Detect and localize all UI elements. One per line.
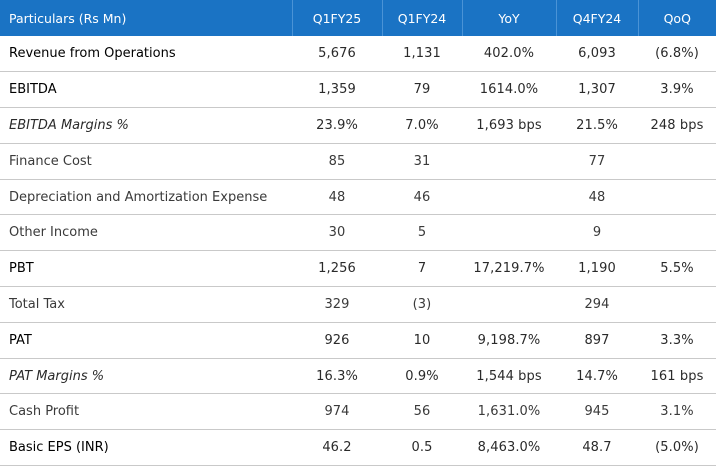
cell-qoq: 3.3%: [660, 332, 694, 348]
cell-yoy: 1,693 bps: [476, 117, 542, 133]
column-header-particulars: Particulars (Rs Mn): [0, 0, 293, 36]
row-label: Depreciation and Amortization Expense: [9, 189, 268, 205]
row-label: EBITDA: [9, 82, 57, 98]
table-row: Cash Profit 974 56 1,631.0% 945 3.1%: [0, 394, 716, 430]
cell-q1fy24: 7.0%: [405, 117, 439, 133]
cell-q4fy24: 945: [584, 404, 610, 420]
cell-q1fy25: 23.9%: [316, 117, 358, 133]
cell-qoq: 3.9%: [660, 82, 694, 98]
cell-q1fy25: 48: [328, 189, 346, 205]
cell-q4fy24: 9: [592, 225, 602, 241]
column-header-q4fy24: Q4FY24: [556, 0, 639, 36]
cell-qoq: [638, 215, 716, 251]
cell-q4fy24: 294: [584, 296, 610, 312]
cell-q1fy25: 30: [328, 225, 346, 241]
column-header-qoq: QoQ: [663, 10, 691, 26]
cell-yoy: 8,463.0%: [477, 440, 541, 456]
cell-q1fy25: 1,256: [318, 261, 356, 277]
row-label: EBITDA Margins %: [9, 117, 129, 133]
cell-yoy: [462, 287, 556, 323]
cell-qoq: [638, 143, 716, 179]
cell-q1fy24: 5: [417, 225, 427, 241]
table-row: PAT 926 10 9,198.7% 897 3.3%: [0, 322, 716, 359]
cell-yoy: 1,631.0%: [477, 404, 541, 420]
cell-q1fy24: 1,131: [403, 46, 441, 62]
cell-q1fy24: 56: [413, 404, 431, 420]
cell-yoy: 1,544 bps: [476, 368, 542, 384]
table-row: PBT 1,256 7 17,219.7% 1,190 5.5%: [0, 251, 716, 287]
cell-qoq: 161 bps: [650, 368, 704, 384]
cell-q1fy24: 79: [413, 82, 431, 98]
cell-qoq: 248 bps: [650, 117, 704, 133]
table-row: Finance Cost 85 31 77: [0, 143, 716, 180]
cell-q1fy24: 0.9%: [405, 368, 439, 384]
cell-q1fy24: 31: [413, 153, 431, 169]
row-label: PAT: [9, 332, 32, 348]
column-header-q1fy24: Q1FY24: [382, 0, 463, 36]
cell-qoq: [638, 179, 716, 215]
table-row: EBITDA 1,359 79 1614.0% 1,307 3.9%: [0, 72, 716, 108]
cell-yoy: 402.0%: [483, 46, 535, 62]
cell-qoq: 5.5%: [660, 261, 694, 277]
table-header-row: Particulars (Rs Mn) Q1FY25 Q1FY24 YoY Q4…: [0, 0, 716, 36]
cell-q4fy24: 77: [588, 153, 606, 169]
cell-q4fy24: 48.7: [582, 440, 612, 456]
cell-q1fy25: 5,676: [318, 46, 356, 62]
row-label: Revenue from Operations: [9, 46, 176, 62]
table-row: Basic EPS (INR) 46.2 0.5 8,463.0% 48.7 (…: [0, 430, 716, 466]
table-row: Depreciation and Amortization Expense 48…: [0, 179, 716, 215]
cell-q1fy25: 329: [324, 296, 350, 312]
cell-q1fy24: 10: [413, 332, 431, 348]
row-label: Total Tax: [9, 296, 65, 312]
cell-q1fy25: 85: [328, 153, 346, 169]
cell-qoq: (5.0%): [655, 440, 699, 456]
cell-yoy: 17,219.7%: [473, 261, 545, 277]
cell-q1fy24: 7: [417, 261, 427, 277]
table-row: Revenue from Operations 5,676 1,131 402.…: [0, 36, 716, 72]
cell-qoq: 3.1%: [660, 404, 694, 420]
row-label: Finance Cost: [9, 153, 92, 169]
table-row: Total Tax 329 (3) 294: [0, 287, 716, 323]
cell-q1fy24: (3): [412, 296, 432, 312]
cell-q4fy24: 1,307: [578, 82, 616, 98]
table-body: Revenue from Operations 5,676 1,131 402.…: [0, 36, 716, 466]
table-row: EBITDA Margins % 23.9% 7.0% 1,693 bps 21…: [0, 108, 716, 144]
cell-q1fy25: 46.2: [322, 440, 352, 456]
cell-q4fy24: 897: [584, 332, 610, 348]
cell-q1fy25: 16.3%: [316, 368, 358, 384]
cell-q1fy25: 926: [324, 332, 350, 348]
row-label: Basic EPS (INR): [9, 440, 109, 456]
cell-yoy: 1614.0%: [479, 82, 539, 98]
row-label: PBT: [9, 261, 34, 277]
column-header-q1fy25: Q1FY25: [292, 0, 383, 36]
cell-q4fy24: 48: [588, 189, 606, 205]
cell-q4fy24: 21.5%: [576, 117, 618, 133]
cell-q1fy24: 46: [413, 189, 431, 205]
cell-yoy: 9,198.7%: [477, 332, 541, 348]
cell-yoy: [462, 143, 556, 179]
cell-q1fy25: 1,359: [318, 82, 356, 98]
table-row: PAT Margins % 16.3% 0.9% 1,544 bps 14.7%…: [0, 358, 716, 394]
cell-q1fy24: 0.5: [411, 440, 433, 456]
row-label: Cash Profit: [9, 404, 80, 420]
cell-q4fy24: 14.7%: [576, 368, 618, 384]
column-header-yoy: YoY: [462, 0, 557, 36]
cell-qoq: (6.8%): [655, 46, 699, 62]
table-row: Other Income 30 5 9: [0, 215, 716, 251]
cell-qoq: [638, 287, 716, 323]
row-label: PAT Margins %: [9, 368, 105, 384]
cell-q4fy24: 1,190: [578, 261, 616, 277]
row-label: Other Income: [9, 225, 98, 241]
cell-q4fy24: 6,093: [578, 46, 616, 62]
cell-yoy: [462, 215, 556, 251]
cell-q1fy25: 974: [324, 404, 350, 420]
cell-yoy: [462, 179, 556, 215]
